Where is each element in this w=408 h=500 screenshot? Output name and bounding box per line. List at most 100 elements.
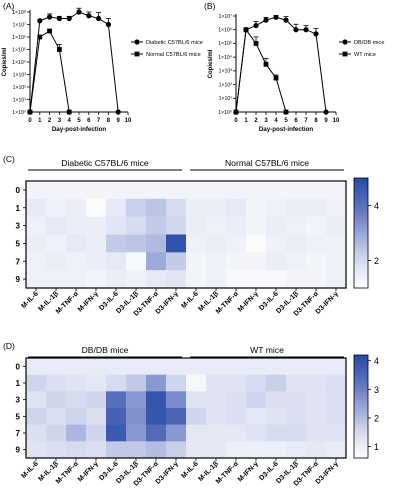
data-point: [283, 17, 289, 23]
heatmap-cell: [186, 216, 207, 235]
heatmap-cell: [266, 234, 287, 253]
x-tick-label: 1: [38, 118, 42, 124]
heatmap-cell: [126, 234, 147, 253]
heatmap-cell: [46, 181, 67, 200]
heatmap-cell: [286, 391, 307, 409]
heatmap-cell: [286, 374, 307, 392]
heatmap-cell: [206, 181, 227, 200]
heatmap-cell: [186, 198, 207, 217]
heatmap-cell: [266, 408, 287, 425]
heatmap-cell: [186, 252, 207, 271]
data-point: [303, 27, 309, 33]
heatmap-cell: [186, 270, 207, 289]
heatmap-cell: [226, 391, 247, 409]
heatmap-cell: [66, 358, 87, 375]
heatmap-cell: [246, 424, 267, 442]
heatmap-cell: [106, 252, 127, 271]
series-line: [235, 16, 327, 113]
legend-marker: [342, 51, 348, 57]
heatmap-cell: [206, 270, 227, 289]
colorbar-tick-label: 1: [374, 442, 379, 452]
data-point: [66, 109, 72, 115]
y-tick-label: 1×10⁷: [218, 14, 232, 20]
heatmap-2: (C) Diabetic C57BL/6 mice Normal C57BL/6 m…: [3, 154, 379, 318]
heatmap-cell: [86, 358, 107, 375]
heatmap-cell: [326, 424, 347, 442]
heatmap-cell: [106, 234, 127, 253]
group-label: DB/DB mice: [82, 345, 129, 355]
data-point: [37, 18, 43, 24]
heatmap-cell: [266, 374, 287, 392]
colorbar-tick-label: 2: [374, 256, 379, 266]
panel-label: (B): [204, 1, 216, 11]
heatmap-cell: [206, 424, 227, 442]
heatmap-cell: [206, 216, 227, 235]
row-label: 9: [16, 275, 21, 284]
x-axis-label: Day-post-infection: [52, 126, 107, 133]
column-label: M-IFN-γ: [237, 460, 260, 483]
legend-label: Normal C57BL/6 mice: [146, 52, 201, 58]
x-tick-label: 4: [68, 118, 72, 124]
row-label: 1: [16, 204, 21, 213]
heatmap-cell: [326, 408, 347, 425]
x-tick-label: 6: [294, 118, 298, 124]
heatmap-cell: [286, 441, 307, 459]
heatmap-cell: [66, 391, 87, 409]
y-tick-label: 1×10⁸: [12, 10, 26, 16]
heatmap-cell: [286, 424, 307, 442]
heatmap-cell: [266, 270, 287, 289]
legend-marker: [134, 39, 140, 45]
data-point: [253, 22, 259, 29]
x-tick-label: 2: [254, 118, 258, 124]
x-tick-label: 1: [244, 118, 248, 124]
heatmap-cell: [126, 408, 147, 425]
heatmap-cell: [286, 408, 307, 425]
heatmap-cell: [186, 181, 207, 200]
x-tick-label: 9: [324, 118, 328, 124]
row-label: 5: [16, 239, 21, 248]
heatmap-cell: [306, 391, 327, 409]
heatmap-cell: [26, 374, 47, 392]
heatmap-cell: [166, 198, 187, 217]
legend-label: DB/DB mice: [354, 40, 384, 46]
heatmap-cell: [126, 198, 147, 217]
column-label: M-TNF-α: [215, 290, 241, 316]
heatmap-cell: [106, 181, 127, 200]
column-label: M-TNF-α: [55, 460, 81, 486]
heatmap-cell: [266, 358, 287, 375]
heatmap-cell: [146, 424, 167, 442]
colorbar: [353, 354, 369, 459]
heatmap-cell: [306, 270, 327, 289]
heatmap-cell: [186, 358, 207, 375]
heatmap-cell: [66, 216, 87, 235]
heatmap-cell: [146, 441, 167, 459]
x-tick-label: 7: [304, 118, 308, 124]
heatmap-cell: [86, 198, 107, 217]
heatmap-cell: [266, 198, 287, 217]
heatmap-cell: [66, 441, 87, 459]
heatmap-cell: [226, 424, 247, 442]
heatmap-cell: [106, 441, 127, 459]
data-point: [233, 109, 239, 115]
heatmap-cell: [46, 408, 67, 425]
heatmap-cell: [306, 424, 327, 442]
column-label: M-IFN-γ: [237, 290, 260, 313]
y-tick-label: 1×10⁶: [218, 28, 232, 34]
heatmap-cell: [246, 270, 267, 289]
heatmap-cell: [226, 441, 247, 459]
heatmap-cell: [46, 270, 67, 289]
heatmap-cell: [66, 252, 87, 271]
heatmap-cell: [166, 358, 187, 375]
data-point: [105, 21, 111, 28]
heatmap-cell: [126, 270, 147, 289]
heatmap-cell: [246, 234, 267, 253]
panel-label: (D): [3, 341, 15, 351]
heatmap-cell: [306, 358, 327, 375]
y-tick-label: 1×10⁰: [218, 110, 232, 116]
heatmap-cell: [186, 391, 207, 409]
heatmap-cell: [306, 216, 327, 235]
legend-label: WT mice: [354, 52, 376, 58]
y-tick-label: 1×10¹: [219, 96, 233, 102]
x-tick-label: 3: [264, 118, 268, 124]
heatmap-cell: [286, 234, 307, 253]
